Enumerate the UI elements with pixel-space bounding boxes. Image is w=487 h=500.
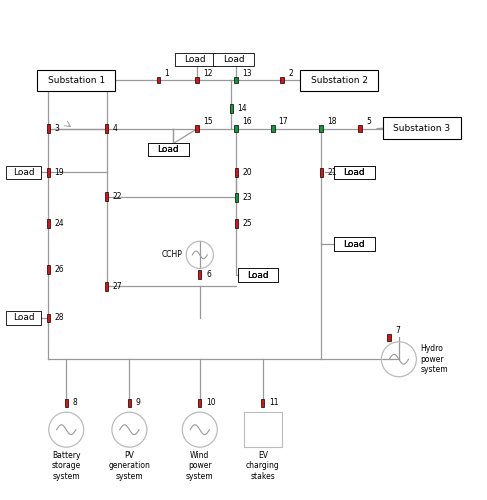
Text: 15: 15 xyxy=(203,118,213,126)
Text: Load: Load xyxy=(157,145,179,154)
Bar xyxy=(128,398,131,407)
Bar xyxy=(198,270,201,278)
Text: 6: 6 xyxy=(206,270,211,279)
Bar xyxy=(235,219,238,228)
Text: 22: 22 xyxy=(113,192,122,201)
Text: 26: 26 xyxy=(55,265,64,274)
FancyBboxPatch shape xyxy=(244,412,282,447)
FancyBboxPatch shape xyxy=(383,118,461,139)
Text: 14: 14 xyxy=(238,104,247,112)
Text: 21: 21 xyxy=(328,168,337,177)
Text: 7: 7 xyxy=(395,326,400,335)
Text: Load: Load xyxy=(343,240,365,248)
Text: 19: 19 xyxy=(55,168,64,177)
Text: PV
generation
system: PV generation system xyxy=(109,451,150,481)
Bar xyxy=(157,76,160,84)
Text: 10: 10 xyxy=(206,398,216,407)
Text: CCHP: CCHP xyxy=(161,250,182,260)
Bar xyxy=(105,124,108,133)
Bar xyxy=(47,124,50,133)
Text: 13: 13 xyxy=(242,68,252,78)
Bar xyxy=(320,168,323,176)
Bar xyxy=(262,398,264,407)
Text: Load: Load xyxy=(13,168,34,177)
Text: 16: 16 xyxy=(242,118,252,126)
Text: 3: 3 xyxy=(55,124,59,133)
FancyBboxPatch shape xyxy=(334,166,375,179)
FancyBboxPatch shape xyxy=(334,238,375,251)
Text: Substation 3: Substation 3 xyxy=(393,124,450,132)
FancyBboxPatch shape xyxy=(334,166,375,179)
Bar xyxy=(281,76,284,84)
Text: 9: 9 xyxy=(136,398,141,407)
FancyBboxPatch shape xyxy=(300,70,378,91)
Text: Load: Load xyxy=(247,271,269,280)
Text: 4: 4 xyxy=(113,124,118,133)
Text: 2: 2 xyxy=(288,68,293,78)
Text: Load: Load xyxy=(343,168,365,177)
FancyBboxPatch shape xyxy=(5,311,41,325)
FancyBboxPatch shape xyxy=(148,142,188,156)
Bar xyxy=(319,125,323,132)
Text: Load: Load xyxy=(157,145,179,154)
Text: Substation 1: Substation 1 xyxy=(48,76,105,85)
Text: 28: 28 xyxy=(55,314,64,322)
Text: EV
charging
stakes: EV charging stakes xyxy=(246,451,280,481)
Text: Battery
storage
system: Battery storage system xyxy=(52,451,81,481)
Text: 12: 12 xyxy=(203,68,213,78)
Text: 11: 11 xyxy=(269,398,279,407)
Bar xyxy=(235,193,238,202)
Text: 5: 5 xyxy=(366,118,371,126)
Bar xyxy=(105,192,108,201)
Bar xyxy=(47,219,50,228)
Bar xyxy=(358,125,362,132)
Text: Load: Load xyxy=(223,55,244,64)
Text: Wind
power
system: Wind power system xyxy=(186,451,214,481)
Text: Substation 2: Substation 2 xyxy=(311,76,368,85)
FancyBboxPatch shape xyxy=(148,142,188,156)
Text: 27: 27 xyxy=(113,282,123,291)
FancyBboxPatch shape xyxy=(238,268,279,282)
Bar xyxy=(47,265,50,274)
Text: 8: 8 xyxy=(73,398,77,407)
Text: Load: Load xyxy=(13,314,34,322)
Text: Load: Load xyxy=(343,168,365,177)
Text: 23: 23 xyxy=(243,193,252,202)
Text: Load: Load xyxy=(343,240,365,248)
Bar xyxy=(271,125,275,132)
Text: 20: 20 xyxy=(243,168,252,177)
Text: 1: 1 xyxy=(164,68,169,78)
Bar xyxy=(387,334,391,341)
Text: Load: Load xyxy=(247,271,269,280)
Bar xyxy=(198,398,201,407)
FancyBboxPatch shape xyxy=(174,53,215,66)
Text: 24: 24 xyxy=(55,219,64,228)
Bar xyxy=(235,168,238,176)
FancyBboxPatch shape xyxy=(5,166,41,179)
Bar xyxy=(234,125,238,132)
Bar xyxy=(65,398,68,407)
Text: Load: Load xyxy=(184,55,206,64)
Bar xyxy=(105,282,108,291)
FancyBboxPatch shape xyxy=(238,268,279,282)
Text: 18: 18 xyxy=(327,118,337,126)
FancyBboxPatch shape xyxy=(37,70,115,91)
FancyBboxPatch shape xyxy=(334,238,375,251)
FancyBboxPatch shape xyxy=(213,53,254,66)
Bar xyxy=(47,314,50,322)
Bar xyxy=(195,76,199,84)
Bar xyxy=(47,168,50,176)
Text: 25: 25 xyxy=(243,219,252,228)
Text: Hydro
power
system: Hydro power system xyxy=(420,344,448,374)
Bar xyxy=(234,76,238,84)
Text: 17: 17 xyxy=(279,118,288,126)
Bar xyxy=(195,125,199,132)
Bar xyxy=(230,104,233,112)
